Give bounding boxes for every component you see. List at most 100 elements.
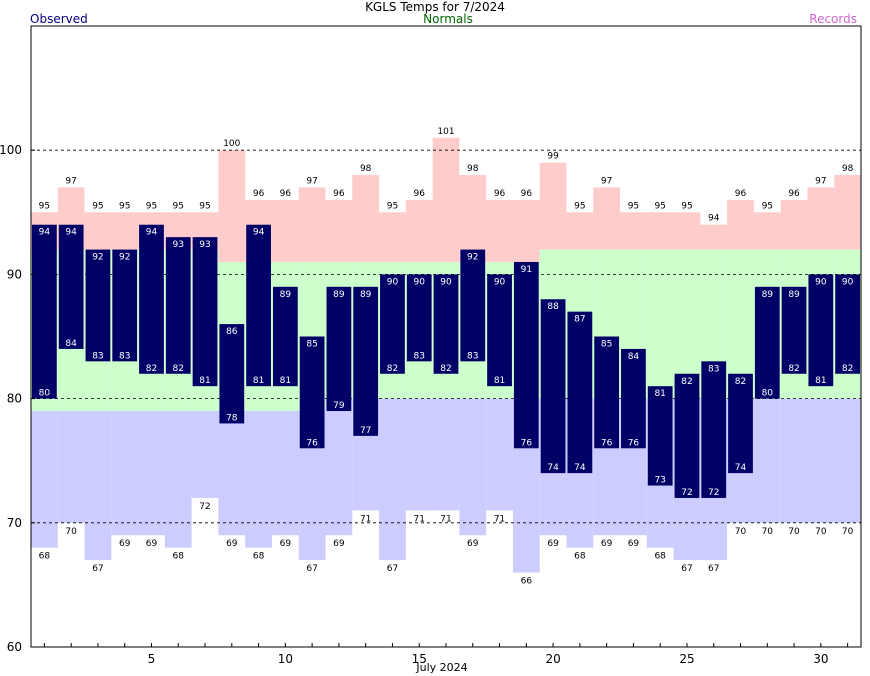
record-high-band	[539, 162, 567, 250]
observed-high-label: 94	[39, 228, 51, 238]
observed-bar	[406, 274, 432, 362]
observed-low-label: 83	[467, 351, 478, 361]
observed-low-label: 72	[681, 488, 692, 498]
legend-records: Records	[809, 12, 857, 26]
x-tick-label: 15	[412, 652, 427, 666]
observed-low-label: 81	[253, 376, 264, 386]
observed-high-label: 90	[494, 277, 506, 287]
observed-bar	[58, 224, 84, 349]
record-high-label: 96	[521, 189, 533, 199]
x-tick-label: 30	[813, 652, 828, 666]
observed-bar	[246, 224, 271, 387]
record-high-label: 96	[253, 189, 265, 199]
observed-bar	[165, 237, 191, 374]
observed-bar	[487, 274, 512, 387]
record-high-label: 97	[815, 176, 826, 186]
observed-low-label: 74	[735, 463, 747, 473]
observed-high-label: 92	[467, 253, 478, 263]
observed-high-label: 93	[199, 240, 210, 250]
record-high-label: 98	[467, 164, 479, 174]
observed-low-label: 82	[842, 364, 853, 374]
record-low-band	[459, 398, 487, 536]
record-high-band	[405, 199, 433, 262]
record-high-label: 100	[223, 139, 240, 149]
observed-bar	[513, 261, 539, 449]
observed-low-label: 76	[306, 438, 318, 448]
observed-high-label: 86	[226, 327, 238, 337]
record-high-band	[807, 187, 835, 250]
record-low-label: 67	[387, 564, 398, 574]
observed-high-label: 88	[547, 302, 559, 312]
observed-low-label: 73	[654, 476, 665, 486]
record-low-label: 67	[306, 564, 317, 574]
record-low-band	[84, 411, 112, 561]
record-low-label: 68	[253, 552, 265, 562]
observed-low-label: 81	[280, 376, 291, 386]
observed-high-label: 87	[574, 315, 585, 325]
record-low-band	[245, 411, 272, 548]
record-high-band	[459, 175, 487, 262]
record-low-label: 67	[92, 564, 103, 574]
observed-high-label: 82	[681, 377, 692, 387]
observed-high-label: 90	[842, 277, 854, 287]
observed-high-label: 92	[92, 253, 103, 263]
record-high-label: 96	[280, 189, 292, 199]
observed-low-label: 83	[92, 351, 103, 361]
observed-high-label: 94	[65, 228, 77, 238]
record-high-label: 95	[199, 201, 210, 211]
record-low-label: 70	[65, 527, 77, 537]
observed-bar	[219, 324, 245, 424]
observed-bar	[621, 348, 646, 449]
observed-low-label: 81	[494, 376, 505, 386]
record-low-label: 70	[735, 527, 747, 537]
y-tick-label: 70	[7, 516, 22, 530]
observed-bar	[808, 274, 834, 387]
observed-bar	[192, 237, 218, 387]
record-high-label: 96	[788, 189, 800, 199]
observed-bar	[380, 274, 405, 374]
observed-low-label: 82	[788, 364, 799, 374]
observed-low-label: 83	[413, 351, 424, 361]
record-low-label: 69	[547, 539, 559, 549]
x-axis-label: July 2024	[415, 661, 467, 674]
observed-high-label: 94	[146, 228, 158, 238]
record-high-label: 95	[173, 201, 184, 211]
observed-bar	[326, 286, 352, 412]
observed-low-label: 77	[360, 426, 371, 436]
observed-bar	[701, 361, 727, 498]
record-low-label: 70	[762, 527, 774, 537]
record-high-label: 97	[65, 176, 76, 186]
record-high-band	[566, 212, 594, 250]
record-high-label: 95	[387, 201, 398, 211]
record-high-label: 95	[39, 201, 50, 211]
observed-high-label: 84	[628, 352, 640, 362]
record-low-label: 68	[39, 552, 51, 562]
observed-high-label: 89	[360, 290, 372, 300]
record-high-band	[780, 199, 808, 250]
observed-high-label: 90	[387, 277, 399, 287]
record-low-label: 67	[708, 564, 719, 574]
record-high-label: 97	[601, 176, 612, 186]
observed-bar	[433, 274, 459, 374]
record-high-band	[673, 212, 701, 250]
record-low-band	[57, 411, 85, 523]
axes-layer: 60 70 80 90 100 5 10 15 20 25 30	[0, 143, 849, 666]
legend-normals: Normals	[423, 12, 473, 26]
observed-low-label: 81	[199, 376, 210, 386]
observed-bar	[674, 373, 700, 498]
record-low-label: 68	[574, 552, 586, 562]
record-low-band	[138, 411, 165, 536]
y-tick-label: 90	[7, 267, 22, 281]
record-low-label: 69	[280, 539, 292, 549]
record-low-label: 71	[360, 514, 371, 524]
observed-high-label: 90	[440, 277, 452, 287]
observed-high-label: 90	[815, 277, 827, 287]
record-high-label: 98	[360, 164, 372, 174]
record-high-band	[432, 137, 460, 262]
record-high-label: 95	[146, 201, 157, 211]
observed-bar	[353, 286, 379, 436]
record-high-band	[512, 199, 540, 262]
record-high-label: 101	[437, 127, 454, 137]
observed-bar	[728, 373, 753, 474]
